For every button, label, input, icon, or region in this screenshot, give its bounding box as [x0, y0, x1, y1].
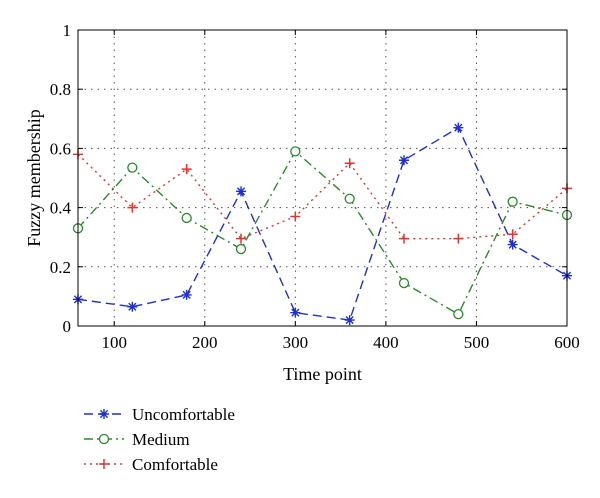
x-tick-label: 200	[192, 333, 218, 352]
data-point-comfortable	[181, 164, 192, 175]
series-comfortable	[73, 149, 572, 244]
legend-item-medium: Medium	[84, 430, 190, 449]
y-tick-label: 1	[63, 21, 72, 40]
plot-area-frame	[77, 29, 568, 327]
x-tick-label: 100	[101, 333, 127, 352]
data-point-medium	[181, 212, 192, 224]
series-line-uncomfortable	[77, 126, 568, 321]
data-point-uncomfortable	[236, 186, 246, 197]
x-tick-label: 600	[554, 333, 580, 352]
data-point-uncomfortable	[453, 122, 464, 133]
series-layer	[72, 122, 573, 326]
legend-swatch-marker	[98, 433, 110, 445]
legend-label: Medium	[132, 430, 190, 449]
data-point-medium	[344, 193, 355, 204]
y-tick-label: 0.2	[50, 258, 71, 277]
legend-swatch-marker	[99, 459, 109, 469]
data-point-comfortable	[507, 229, 518, 240]
x-axis-title: Time point	[283, 364, 362, 384]
grid-lines	[78, 30, 567, 326]
data-point-comfortable	[399, 233, 409, 244]
y-tick-label: 0	[63, 317, 72, 336]
legend-swatch-marker	[99, 409, 109, 419]
series-line-comfortable	[77, 153, 568, 240]
data-point-uncomfortable	[507, 239, 518, 250]
legend-label: Uncomfortable	[132, 405, 235, 424]
data-point-medium	[235, 243, 247, 255]
legend-label: Comfortable	[132, 455, 218, 474]
x-tick-label: 500	[464, 333, 490, 352]
series-line-medium	[77, 150, 568, 316]
data-point-comfortable	[290, 211, 301, 222]
legend-item-comfortable: Comfortable	[84, 455, 218, 474]
data-point-medium	[398, 277, 410, 289]
y-axis-title: Fuzzy membership	[24, 109, 44, 246]
data-point-medium	[127, 162, 138, 173]
y-tick-label: 0.6	[50, 139, 71, 158]
series-medium	[72, 146, 573, 320]
data-point-comfortable	[236, 233, 246, 244]
data-point-uncomfortable	[344, 315, 355, 326]
y-tick-label: 0.8	[50, 80, 71, 99]
data-point-medium	[290, 146, 301, 157]
axis-ticks: 100 200 300 400 500 600 0 0.2 0.4 0.6 0.8 1	[50, 21, 580, 352]
x-tick-label: 400	[373, 333, 399, 352]
data-point-uncomfortable	[399, 155, 409, 166]
series-uncomfortable	[73, 122, 572, 326]
legend: Uncomfortable Medium Comfortable	[84, 405, 235, 474]
data-point-comfortable	[127, 202, 138, 213]
data-point-uncomfortable	[181, 289, 192, 300]
data-point-uncomfortable	[127, 301, 138, 312]
x-tick-label: 300	[283, 333, 309, 352]
data-point-comfortable	[453, 233, 464, 244]
data-point-uncomfortable	[290, 307, 301, 318]
legend-item-uncomfortable: Uncomfortable	[84, 405, 235, 424]
data-point-medium	[453, 309, 464, 320]
y-tick-label: 0.4	[50, 199, 72, 218]
data-point-medium	[507, 196, 518, 207]
data-point-comfortable	[344, 158, 355, 169]
